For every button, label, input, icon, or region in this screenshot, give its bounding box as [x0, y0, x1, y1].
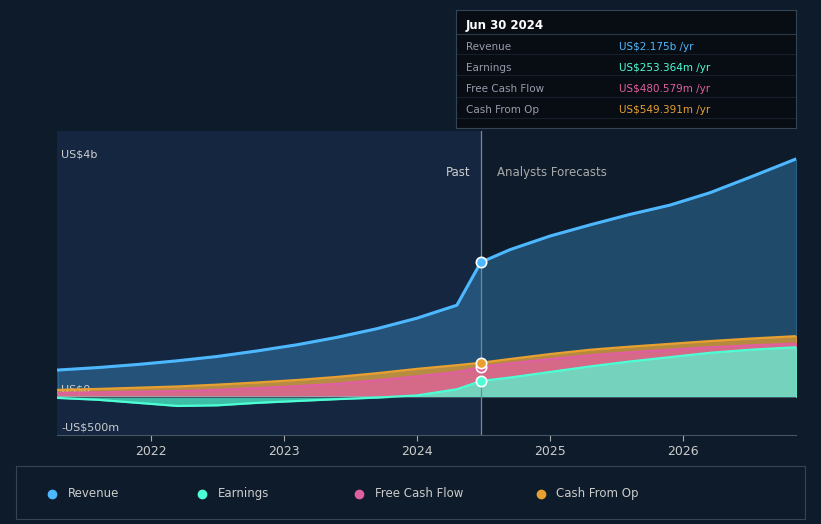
Text: Free Cash Flow: Free Cash Flow	[466, 84, 544, 94]
Text: Revenue: Revenue	[67, 487, 119, 500]
Text: Cash From Op: Cash From Op	[557, 487, 639, 500]
Point	[475, 377, 488, 385]
Text: US$0: US$0	[62, 385, 90, 395]
Text: US$253.364m /yr: US$253.364m /yr	[619, 63, 710, 73]
Point	[475, 363, 488, 371]
Text: US$4b: US$4b	[62, 149, 98, 160]
Text: Earnings: Earnings	[466, 63, 511, 73]
Text: US$2.175b /yr: US$2.175b /yr	[619, 42, 694, 52]
Text: Jun 30 2024: Jun 30 2024	[466, 19, 544, 32]
Text: Cash From Op: Cash From Op	[466, 105, 539, 115]
Point	[475, 258, 488, 267]
Text: Past: Past	[446, 166, 470, 179]
Text: -US$500m: -US$500m	[62, 422, 120, 432]
Text: Earnings: Earnings	[218, 487, 268, 500]
Text: US$480.579m /yr: US$480.579m /yr	[619, 84, 710, 94]
Text: US$549.391m /yr: US$549.391m /yr	[619, 105, 710, 115]
Text: Revenue: Revenue	[466, 42, 511, 52]
Point	[475, 358, 488, 367]
Text: Free Cash Flow: Free Cash Flow	[375, 487, 463, 500]
Bar	[57, 131, 481, 435]
Text: Analysts Forecasts: Analysts Forecasts	[497, 166, 607, 179]
